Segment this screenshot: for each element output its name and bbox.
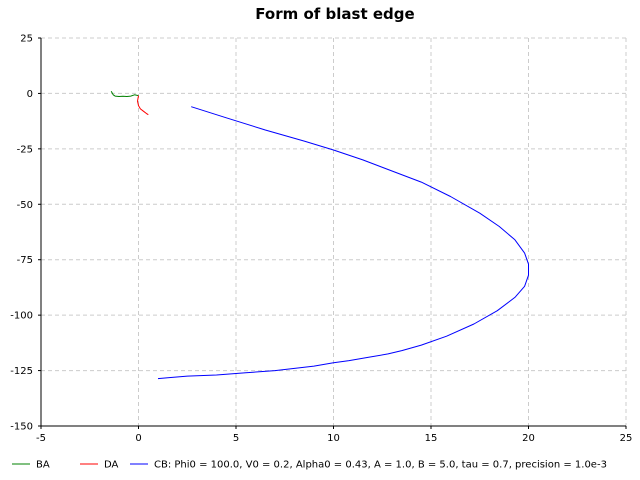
legend-label-0: BA	[36, 460, 50, 471]
y-tick-label-0: 25	[20, 34, 33, 45]
y-tick-label-3: -50	[17, 200, 33, 211]
series-line-2	[157, 106, 529, 380]
series-line-0	[110, 90, 139, 97]
y-tick-label-6: -125	[10, 366, 33, 377]
x-tick-label-0: -5	[36, 433, 46, 444]
x-tick-label-6: 25	[620, 433, 633, 444]
y-tick-label-2: -25	[17, 144, 33, 155]
x-tick-label-5: 20	[522, 433, 535, 444]
x-tick-label-1: 0	[135, 433, 141, 444]
y-tick-label-4: -75	[17, 255, 33, 266]
series-line-1	[137, 95, 149, 116]
legend-label-2: CB: Phi0 = 100.0, V0 = 0.2, Alpha0 = 0.4…	[154, 460, 607, 471]
x-tick-label-2: 5	[233, 433, 239, 444]
x-tick-label-4: 15	[425, 433, 438, 444]
y-tick-label-7: -150	[10, 422, 33, 433]
x-tick-label-3: 10	[327, 433, 340, 444]
grid	[41, 37, 627, 426]
legend: BA DA CB: Phi0 = 100.0, V0 = 0.2, Alpha0 =…	[12, 460, 607, 471]
y-tick-label-1: 0	[27, 89, 33, 100]
series-lines	[110, 90, 529, 380]
legend-label-1: DA	[104, 460, 119, 471]
y-tick-label-5: -100	[10, 311, 33, 322]
chart-title: Form of blast edge	[255, 5, 414, 23]
